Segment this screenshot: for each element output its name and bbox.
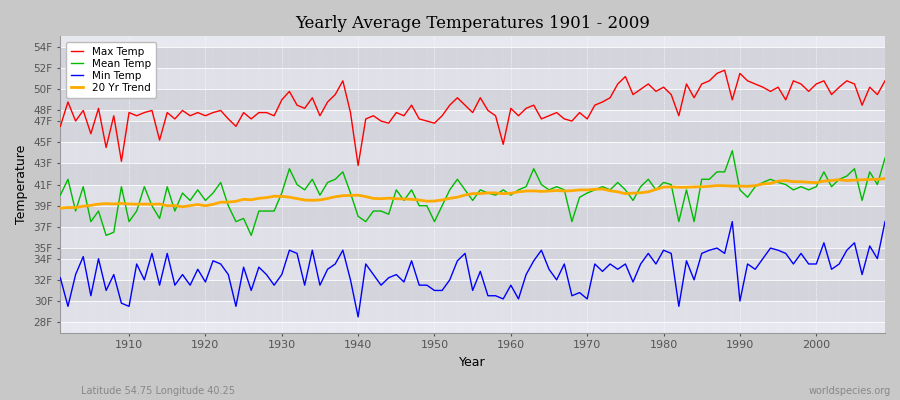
Bar [60, 110, 885, 121]
Bar [60, 142, 885, 163]
Line: Max Temp: Max Temp [60, 70, 885, 166]
Max Temp [605, 95, 616, 100]
Max Temp [116, 159, 127, 164]
Bar [60, 301, 885, 322]
Max Temp [879, 78, 890, 83]
Min Temp [727, 219, 738, 224]
Max Temp [284, 89, 295, 94]
20 Yr Trend [329, 194, 340, 199]
Max Temp [513, 113, 524, 118]
Mean Temp [101, 233, 112, 238]
Mean Temp [123, 219, 134, 224]
Bar [60, 89, 885, 110]
Min Temp [513, 296, 524, 301]
20 Yr Trend [879, 176, 890, 181]
Mean Temp [338, 170, 348, 174]
20 Yr Trend [116, 201, 127, 206]
Line: 20 Yr Trend: 20 Yr Trend [60, 178, 885, 208]
Bar [60, 68, 885, 89]
Min Temp [329, 262, 340, 266]
Text: worldspecies.org: worldspecies.org [809, 386, 891, 396]
Min Temp [353, 314, 364, 319]
Text: Latitude 54.75 Longitude 40.25: Latitude 54.75 Longitude 40.25 [81, 386, 235, 396]
Line: Min Temp: Min Temp [60, 222, 885, 317]
Max Temp [719, 68, 730, 73]
20 Yr Trend [506, 191, 517, 196]
Bar [60, 280, 885, 301]
Min Temp [506, 283, 517, 288]
Line: Mean Temp: Mean Temp [60, 151, 885, 235]
Legend: Max Temp, Mean Temp, Min Temp, 20 Yr Trend: Max Temp, Mean Temp, Min Temp, 20 Yr Tre… [66, 42, 156, 98]
Min Temp [284, 248, 295, 253]
X-axis label: Year: Year [459, 356, 486, 369]
Mean Temp [506, 193, 517, 198]
Max Temp [506, 106, 517, 111]
Mean Temp [513, 188, 524, 192]
Max Temp [329, 92, 340, 97]
Bar [60, 206, 885, 227]
Min Temp [605, 262, 616, 266]
Min Temp [879, 219, 890, 224]
Bar [60, 227, 885, 248]
Title: Yearly Average Temperatures 1901 - 2009: Yearly Average Temperatures 1901 - 2009 [295, 15, 650, 32]
Bar [60, 47, 885, 68]
20 Yr Trend [498, 191, 508, 196]
Min Temp [55, 275, 66, 280]
20 Yr Trend [597, 187, 608, 192]
Max Temp [353, 163, 364, 168]
Mean Temp [727, 148, 738, 153]
Max Temp [55, 124, 66, 129]
20 Yr Trend [284, 195, 295, 200]
20 Yr Trend [55, 206, 66, 210]
Mean Temp [605, 188, 616, 192]
Bar [60, 163, 885, 184]
Mean Temp [292, 182, 302, 187]
Mean Temp [55, 193, 66, 198]
Bar [60, 259, 885, 280]
Y-axis label: Temperature: Temperature [15, 145, 28, 224]
Bar [60, 184, 885, 206]
Bar [60, 248, 885, 259]
Mean Temp [879, 156, 890, 160]
Bar [60, 121, 885, 142]
Min Temp [116, 301, 127, 306]
